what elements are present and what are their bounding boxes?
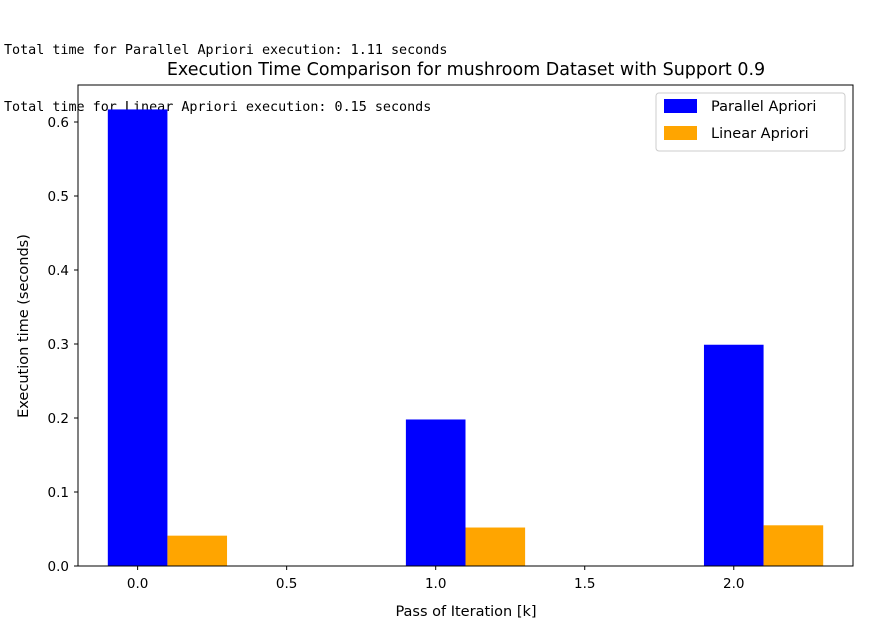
console-line-linear: Total time for Linear Apriori execution:… <box>4 100 432 115</box>
y-axis-ticks: 0.0 0.1 0.2 0.3 0.4 0.5 0.6 <box>48 115 78 575</box>
y-axis-label: Execution time (seconds) <box>16 234 32 418</box>
legend: Parallel Apriori Linear Apriori <box>655 92 846 152</box>
x-tick-label: 2.0 <box>723 576 744 592</box>
legend-box <box>655 92 846 152</box>
bars-group <box>107 109 824 567</box>
y-tick-label: 0.1 <box>48 485 69 501</box>
bar-parallel-1 <box>405 419 466 566</box>
y-tick-label: 0.3 <box>48 337 69 353</box>
console-line-parallel: Total time for Parallel Apriori executio… <box>4 43 448 58</box>
legend-label-linear: Linear Apriori <box>711 126 809 142</box>
x-tick-label: 0.0 <box>127 576 148 592</box>
chart-title: Execution Time Comparison for mushroom D… <box>167 60 765 80</box>
x-axis-ticks: 0.0 0.5 1.0 1.5 2.0 <box>127 566 745 592</box>
x-tick-label: 1.5 <box>574 576 595 592</box>
y-tick-label: 0.0 <box>48 559 69 575</box>
plot-frame <box>77 84 854 567</box>
y-tick-label: 0.4 <box>48 263 69 279</box>
y-tick-label: 0.6 <box>48 115 69 131</box>
x-tick-label: 0.5 <box>276 576 297 592</box>
bar-linear-0 <box>167 535 228 566</box>
y-tick-label: 0.2 <box>48 411 69 427</box>
legend-swatch-parallel <box>664 99 697 113</box>
legend-label-parallel: Parallel Apriori <box>711 99 816 115</box>
x-tick-label: 1.0 <box>425 576 446 592</box>
console-output: Total time for Parallel Apriori executio… <box>4 3 447 136</box>
bar-parallel-2 <box>703 344 764 566</box>
bar-linear-1 <box>465 527 526 566</box>
x-axis-label: Pass of Iteration [k] <box>395 604 536 620</box>
bar-linear-2 <box>763 525 824 566</box>
y-tick-label: 0.5 <box>48 189 69 205</box>
legend-swatch-linear <box>664 126 697 140</box>
bar-parallel-0 <box>107 109 168 567</box>
